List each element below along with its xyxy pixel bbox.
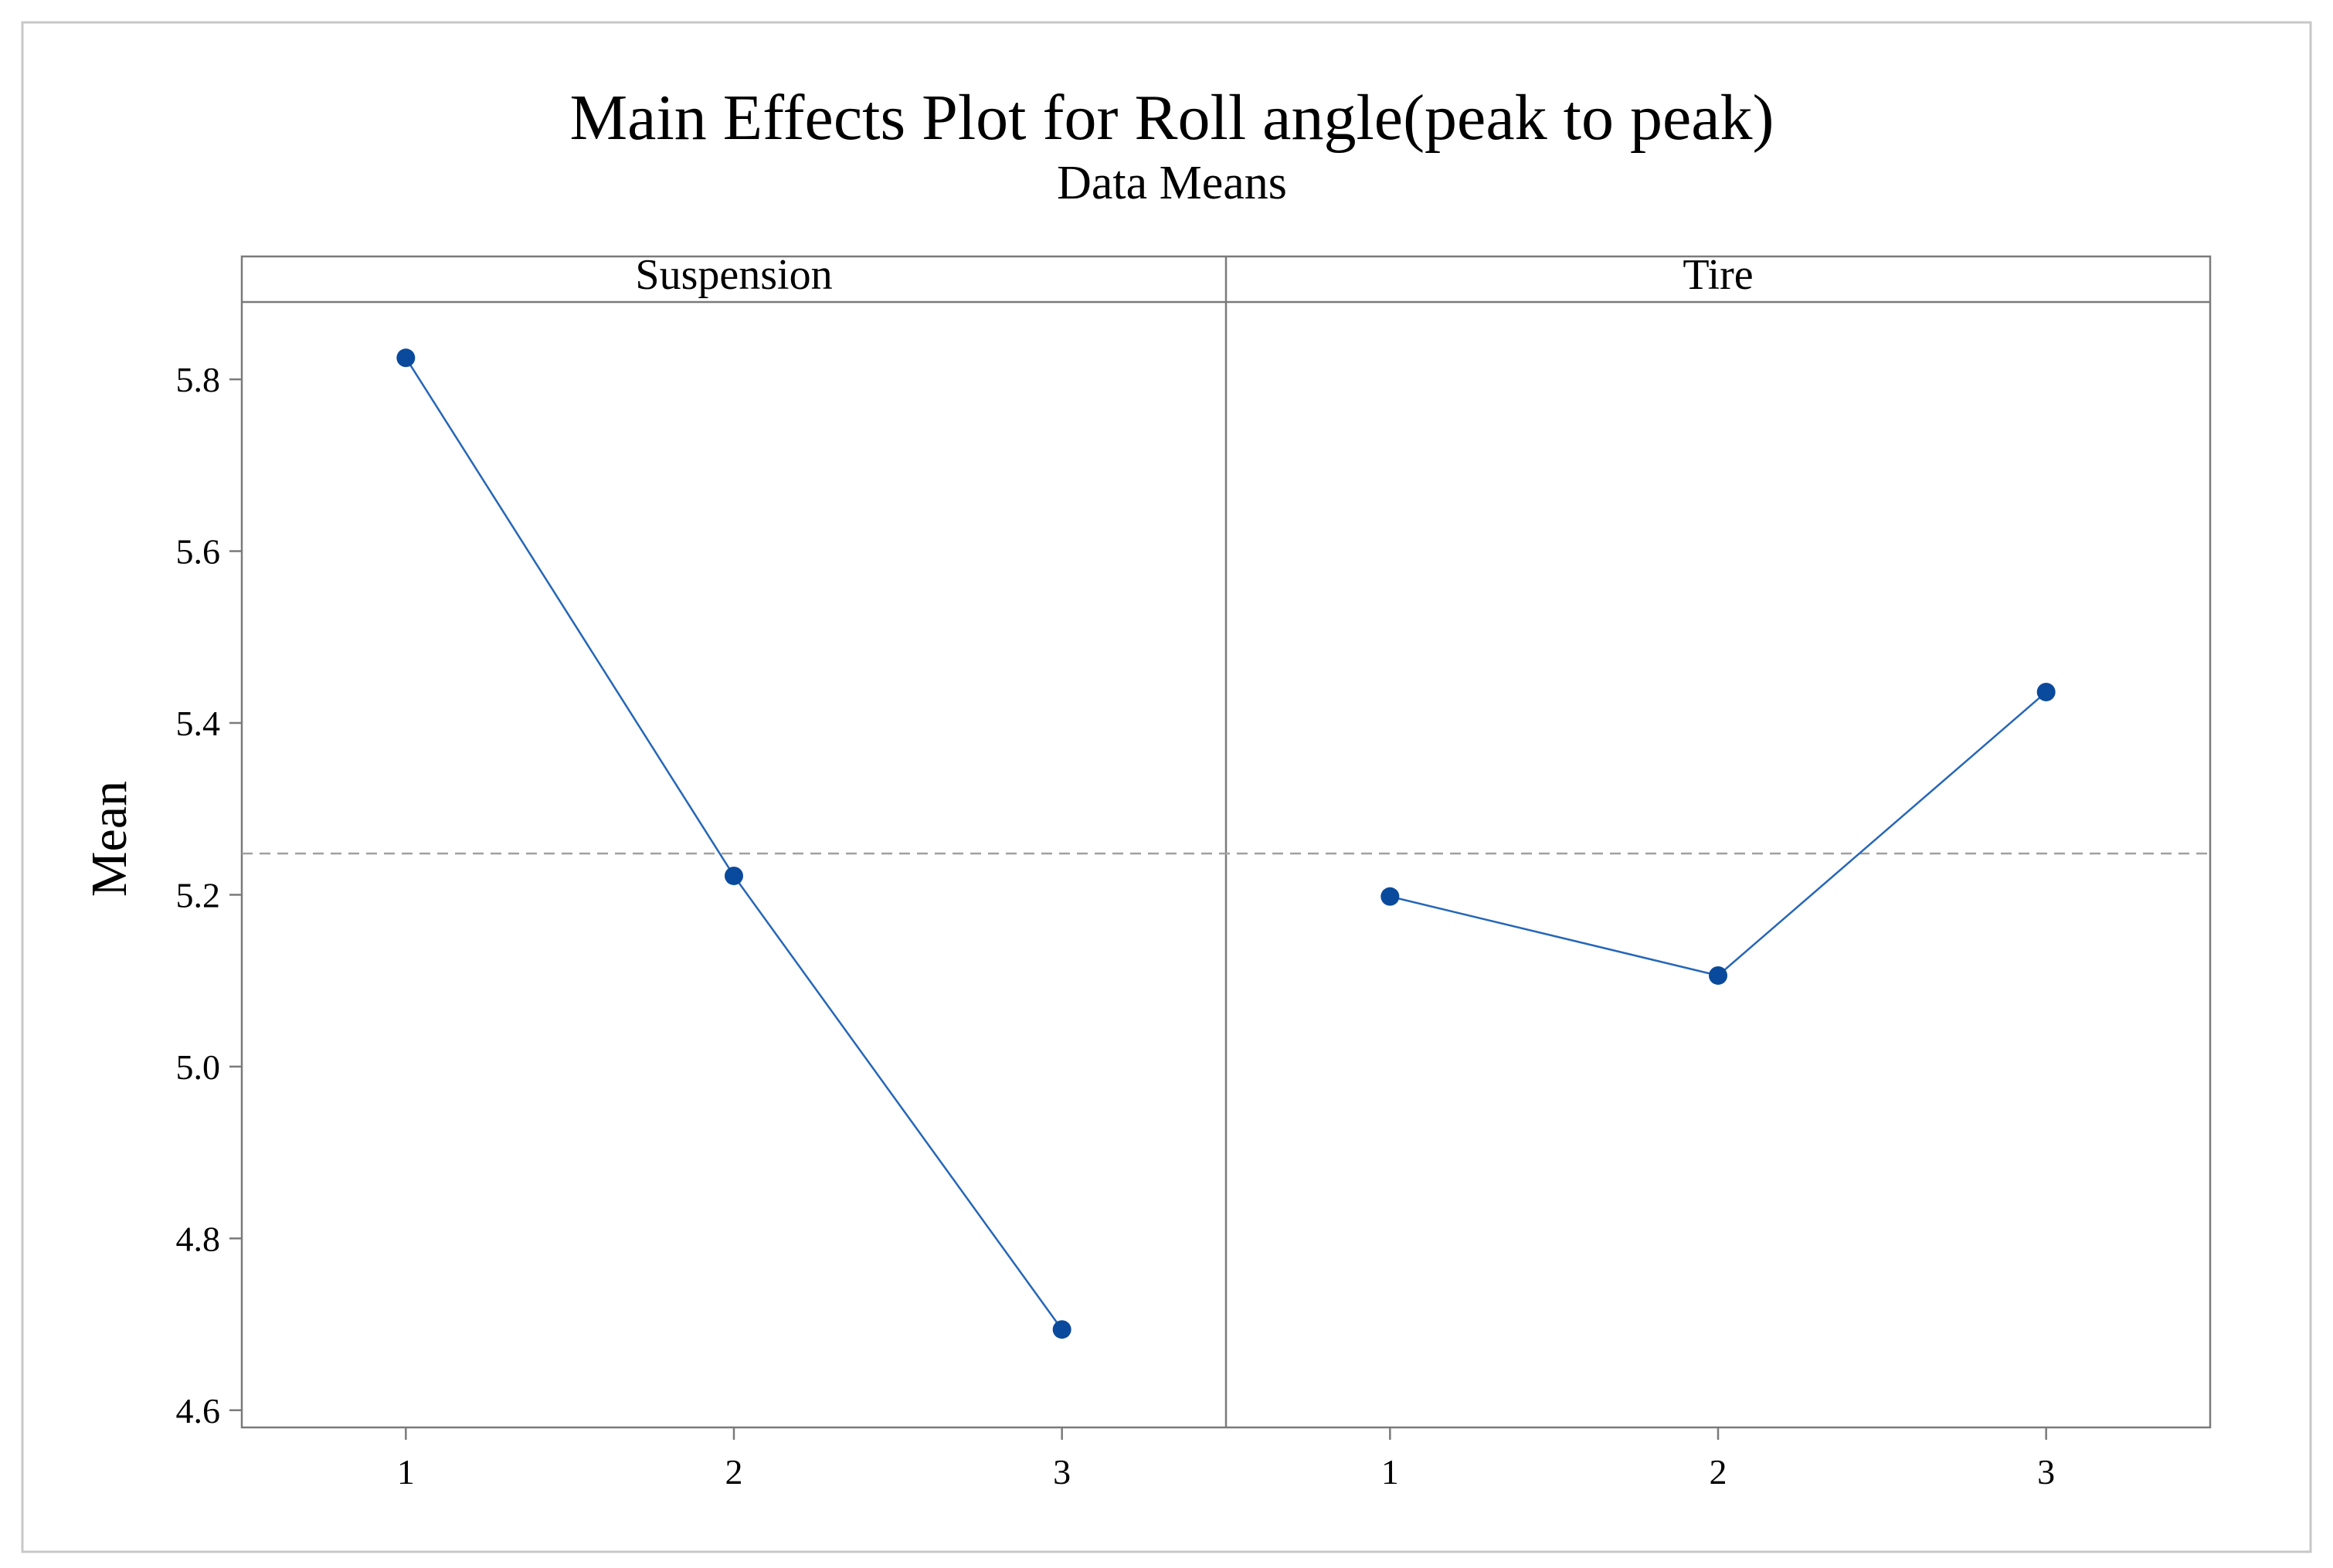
chart-title: Main Effects Plot for Roll angle(peak to… <box>569 82 1774 154</box>
x-tick-label: 2 <box>1710 1452 1727 1492</box>
outer-frame <box>21 21 2312 1553</box>
y-tick-label: 5.4 <box>176 704 221 743</box>
plot-layer: 4.6 4.8 5.0 5.2 5.4 5.6 5.8 Suspension 1 2 3 Tire 1 2… <box>176 251 2212 1492</box>
y-tick-label: 5.2 <box>176 875 221 915</box>
data-point-tire-1 <box>1380 887 1400 906</box>
x-tick-label: 1 <box>397 1452 415 1492</box>
y-tick-label: 5.6 <box>176 532 221 572</box>
data-point-tire-3 <box>2036 682 2056 701</box>
x-tick-label: 2 <box>725 1452 743 1492</box>
y-tick-label: 5.0 <box>176 1047 221 1087</box>
data-point-tire-2 <box>1709 966 1727 985</box>
data-point-suspension-2 <box>725 866 743 885</box>
panel-label-suspension: Suspension <box>635 251 832 299</box>
data-point-suspension-3 <box>1052 1320 1071 1339</box>
chart-subtitle: Data Means <box>1057 157 1287 209</box>
panel-label-tire: Tire <box>1683 251 1753 299</box>
x-tick-label: 1 <box>1381 1452 1399 1492</box>
y-tick-label: 5.8 <box>176 360 221 399</box>
x-tick-label: 3 <box>1053 1452 1071 1492</box>
y-axis-label: Mean <box>81 781 138 897</box>
data-point-suspension-1 <box>396 348 416 368</box>
y-tick-label: 4.8 <box>176 1219 221 1258</box>
y-tick-label: 4.6 <box>176 1391 221 1431</box>
x-tick-label: 3 <box>2037 1452 2055 1492</box>
